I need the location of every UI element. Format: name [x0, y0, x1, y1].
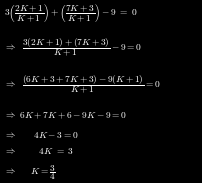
Text: $\Rightarrow\ \ \dfrac{3(2K+1)+(7K+3)}{K+1}-9=0$: $\Rightarrow\ \ \dfrac{3(2K+1)+(7K+3)}{K…	[4, 36, 141, 59]
Text: $3\left(\dfrac{2K+1}{K+1}\right)+\left(\dfrac{7K+3}{K+1}\right)-9\ =\ 0$: $3\left(\dfrac{2K+1}{K+1}\right)+\left(\…	[4, 2, 137, 24]
Text: $\Rightarrow\ \ \ \ \ K=\dfrac{3}{4}$: $\Rightarrow\ \ \ \ \ K=\dfrac{3}{4}$	[4, 163, 56, 182]
Text: $\Rightarrow\ 6K+7K+6-9K-9=0$: $\Rightarrow\ 6K+7K+6-9K-9=0$	[4, 111, 126, 121]
Text: $\Rightarrow\ \ \ \ \ \ \ \ 4K\ =\ 3$: $\Rightarrow\ \ \ \ \ \ \ \ 4K\ =\ 3$	[4, 146, 74, 156]
Text: $\Rightarrow\ \ \dfrac{(6K+3+7K+3)-9(K+1)}{K+1}=0$: $\Rightarrow\ \ \dfrac{(6K+3+7K+3)-9(K+1…	[4, 74, 160, 96]
Text: $\Rightarrow\ \ \ \ \ \ 4K-3=0$: $\Rightarrow\ \ \ \ \ \ 4K-3=0$	[4, 130, 78, 139]
